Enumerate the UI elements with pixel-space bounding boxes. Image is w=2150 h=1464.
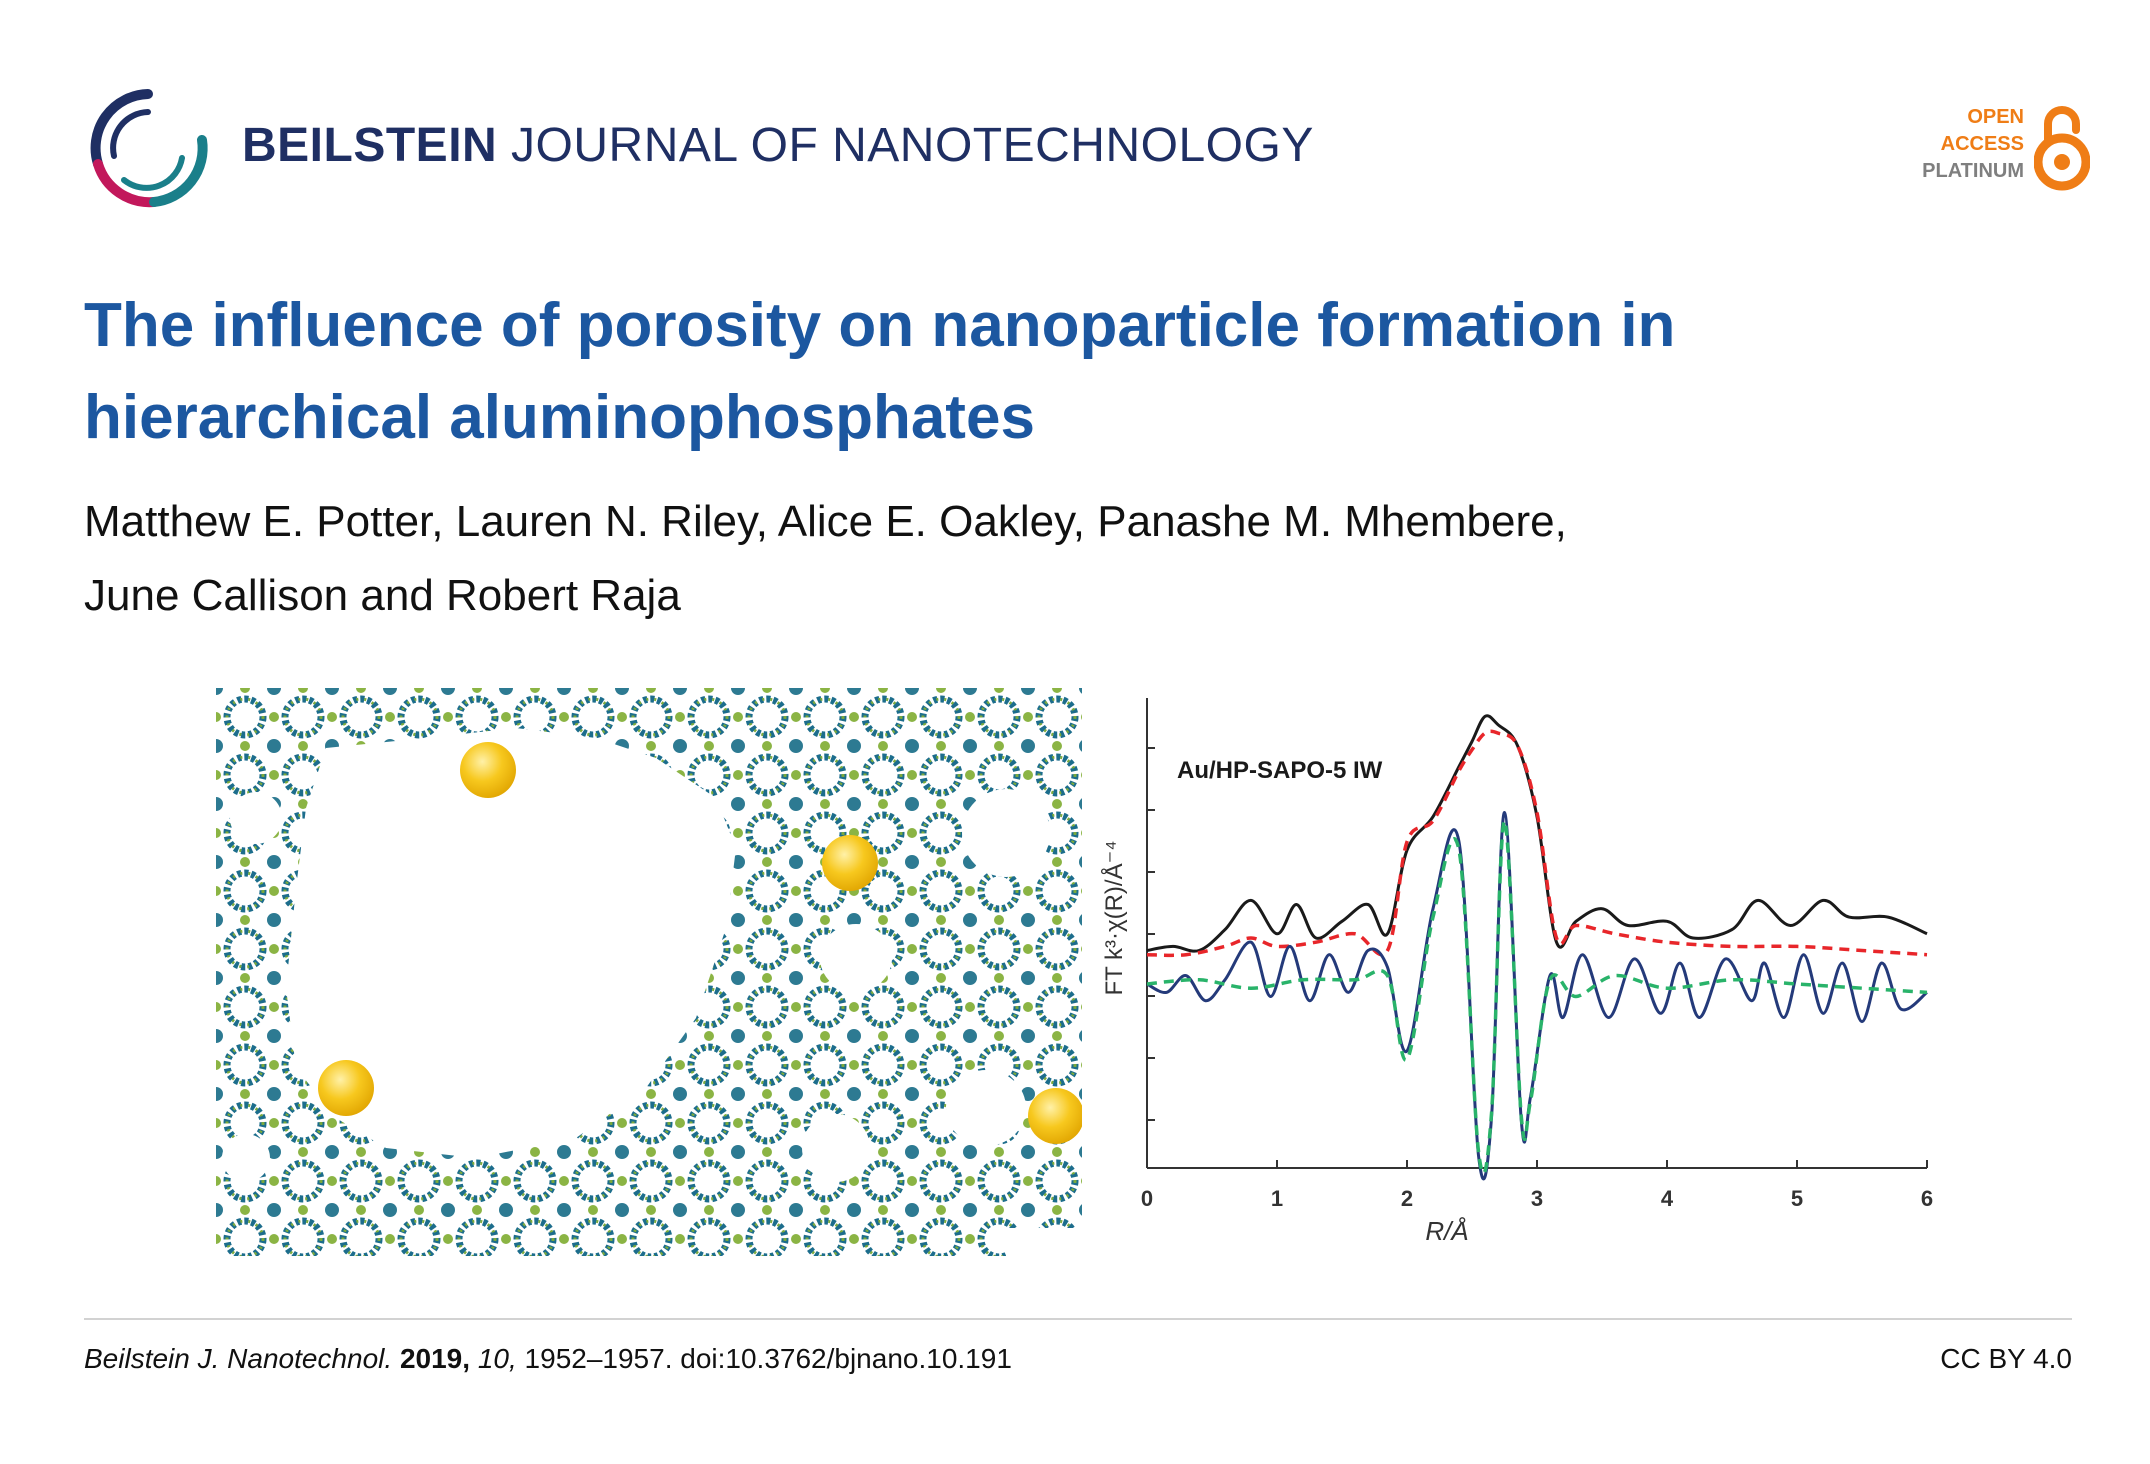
gold-nanoparticle-4 — [1028, 1088, 1082, 1144]
x-tick-label: 0 — [1141, 1186, 1153, 1211]
series-line-solid-black — [1146, 714, 1928, 953]
journal-name-bold: BEILSTEIN — [242, 119, 498, 172]
series-line-dashed-red — [1146, 729, 1928, 958]
oa-line-platinum: PLATINUM — [1922, 160, 2024, 182]
open-lock-icon — [2034, 106, 2090, 191]
title-line-1: The influence of porosity on nanoparticl… — [84, 291, 1676, 360]
x-tick-label: 2 — [1401, 1186, 1413, 1211]
gold-nanoparticle-2 — [822, 835, 878, 891]
citation: Beilstein J. Nanotechnol. 2019, 10, 1952… — [84, 1343, 1012, 1375]
authors-line-1: Matthew E. Potter, Lauren N. Riley, Alic… — [84, 497, 1567, 546]
x-tick-label: 1 — [1271, 1186, 1283, 1211]
journal-name: BEILSTEIN JOURNAL OF NANOTECHNOLOGY — [242, 118, 1314, 173]
oa-line-open: OPEN — [1967, 106, 2024, 128]
title-line-2: hierarchical aluminophosphates — [84, 383, 1035, 452]
authors-line-2: June Callison and Robert Raja — [84, 571, 681, 620]
gold-nanoparticle-3 — [318, 1060, 374, 1116]
x-tick-label: 5 — [1791, 1186, 1803, 1211]
framework-structure-image — [216, 688, 1082, 1256]
journal-name-rest: JOURNAL OF NANOTECHNOLOGY — [511, 119, 1314, 172]
citation-pages-doi: 1952–1957. doi:10.3762/bjnano.10.191 — [524, 1343, 1012, 1374]
citation-journal: Beilstein J. Nanotechnol. — [84, 1343, 393, 1374]
citation-volume: 10, — [477, 1343, 517, 1374]
exafs-chart: 0 1 2 3 4 5 6 R/Å FT k³·χ(R)/Å⁻⁴ Au/HP-SAPO-5 IW — [1100, 698, 1933, 1246]
license-label: CC BY 4.0 — [1940, 1343, 2072, 1374]
x-tick-label: 3 — [1531, 1186, 1543, 1211]
chart-annotation: Au/HP-SAPO-5 IW — [1177, 757, 1383, 784]
x-tick-label: 6 — [1921, 1186, 1933, 1211]
article-title: The influence of porosity on nanoparticl… — [84, 280, 1984, 464]
y-axis-label: FT k³·χ(R)/Å⁻⁴ — [1100, 840, 1128, 995]
author-list: Matthew E. Potter, Lauren N. Riley, Alic… — [84, 485, 1984, 633]
x-tick-label: 4 — [1661, 1186, 1674, 1211]
footer-divider — [84, 1318, 2072, 1320]
gold-nanoparticle-1 — [460, 742, 516, 798]
series-line-solid-blue — [1146, 810, 1928, 1181]
graphical-abstract — [216, 688, 1302, 1256]
x-axis-label: R/Å — [1425, 1216, 1468, 1246]
oa-line-access: ACCESS — [1940, 133, 2024, 155]
series-line-dashed-green — [1146, 819, 1928, 1176]
open-access-badge: OPEN ACCESS PLATINUM — [1880, 100, 2090, 196]
beilstein-ring-logo-icon — [90, 89, 208, 208]
citation-year: 2019, — [399, 1343, 471, 1374]
